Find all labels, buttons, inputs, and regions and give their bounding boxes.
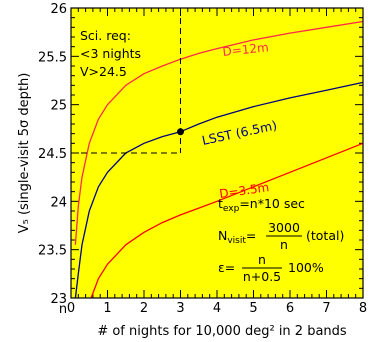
x-tick-label: 0 [67,301,75,316]
y-tick-label: 23 [50,292,67,307]
y-tick-label: 25 [50,99,67,114]
formula-nvisit-den: n [280,237,288,252]
x-tick-label: 5 [249,301,257,316]
formula-eps-suffix: 100% [288,260,324,275]
x-tick-label: 8 [359,301,367,316]
formula-nvisit-lhs: Nvisit= [218,228,256,246]
y-tick-label: 23.5 [38,244,67,259]
x-tick-label: 7 [322,301,330,316]
formula-eps-den: n+0.5 [243,269,281,284]
formula-texp: texp=n*10 sec [218,196,305,214]
requirement-lines [71,8,184,154]
series-line-d-12m [74,20,364,245]
y-tick-label: 24.5 [38,147,67,162]
formula-eps-num: n [258,252,266,267]
sci-req-line-3: V>24.5 [80,64,127,79]
series-line-lsst-6-5m [74,81,364,299]
formula-nvisit-suffix: (total) [306,228,344,243]
x-tick-label: 4 [213,301,221,316]
formula-eps-lhs: ε= [218,260,235,275]
label-d35m: D=3.5m [218,180,270,201]
origin-n-label: n [59,302,67,317]
series-line-d-3-5m [90,142,364,299]
x-axis-label: # of nights for 10,000 deg² in 2 bands [97,324,347,339]
y-tick-label: 24 [50,195,67,210]
x-tick-label: 1 [103,301,111,316]
y-tick-label: 25.5 [38,50,67,65]
formula-nvisit-num: 3000 [268,220,300,235]
sci-req-line-1: Sci. req: [80,28,131,43]
x-tick-label: 3 [176,301,184,316]
sci-req-line-2: <3 nights [80,46,141,61]
plot-frame [70,7,364,299]
y-axis-label: V₅ (single-visit 5σ depth) [17,73,32,234]
x-tick-label: 6 [286,301,294,316]
series-layer [74,20,364,299]
plot-background [71,8,363,298]
lsst-marker-point [177,128,184,136]
y-tick-label: 26 [50,2,67,17]
label-d12m: D=12m [222,40,269,59]
x-tick-label: 2 [140,301,148,316]
